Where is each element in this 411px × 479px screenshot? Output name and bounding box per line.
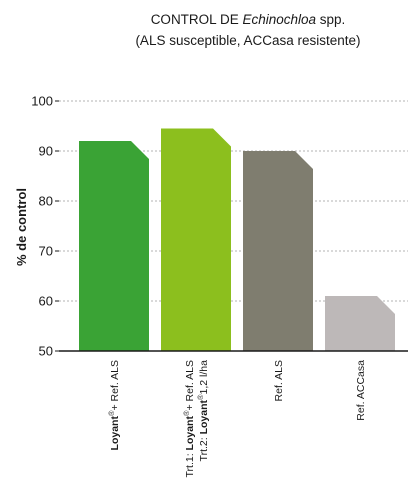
x-tick-label: Ref. ACCasa — [355, 360, 367, 421]
x-tick-label: Loyant®+ Ref. ALS — [107, 360, 122, 450]
chart-title: CONTROL DE Echinochloa spp. (ALS suscept… — [135, 12, 360, 48]
y-tick-label: 60 — [39, 294, 53, 309]
chart-title-line-2: (ALS susceptible, ACCasa resistente) — [135, 33, 360, 48]
bars — [79, 128, 395, 351]
bar — [243, 151, 313, 351]
bar — [79, 141, 149, 351]
y-tick-label: 90 — [39, 144, 53, 159]
bar — [325, 296, 395, 351]
y-tick-label: 100 — [31, 94, 53, 109]
y-tick-label: 50 — [39, 344, 53, 359]
x-tick-label: Ref. ALS — [273, 360, 285, 401]
y-tick-label: 80 — [39, 194, 53, 209]
y-axis-label: % de control — [14, 188, 29, 266]
y-tick-label: 70 — [39, 244, 53, 259]
x-tick-label: Trt.2: Loyant®1,2 l/ha — [196, 360, 211, 462]
chart-title-line-1: CONTROL DE Echinochloa spp. — [151, 12, 346, 27]
x-tick-label: Trt.1: Loyant®+ Ref. ALS — [182, 360, 197, 477]
bar — [161, 128, 231, 351]
y-axis-ticks: 50 60 70 80 90 100 — [31, 94, 59, 359]
x-axis-labels: Loyant®+ Ref. ALS Trt.1: Loyant®+ Ref. AL… — [107, 360, 368, 478]
